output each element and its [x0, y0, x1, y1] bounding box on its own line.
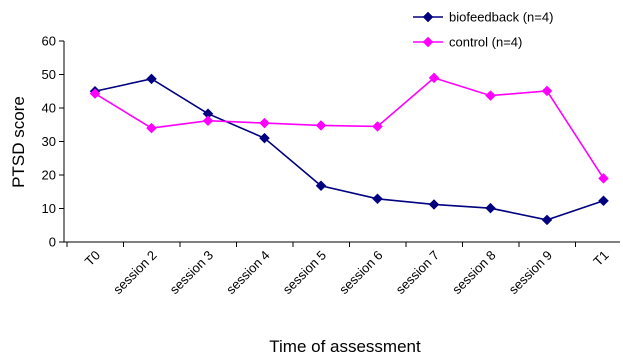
- series-1-point: [259, 132, 270, 144]
- x-tick-label: session 9: [506, 248, 555, 297]
- y-axis-title: PTSD score: [9, 96, 28, 188]
- x-tick-label: session 6: [336, 248, 385, 297]
- series-1-point: [598, 195, 609, 207]
- series-1-point: [372, 193, 383, 205]
- y-tick-label: 10: [42, 201, 56, 216]
- series-1-point: [428, 199, 440, 210]
- series-2-point: [485, 90, 496, 101]
- x-tick-label: T1: [590, 248, 611, 269]
- series-1-point: [315, 180, 327, 192]
- legend-marker-1: [422, 11, 434, 23]
- series-2-point: [89, 88, 101, 99]
- x-tick-label: session 7: [393, 248, 442, 297]
- x-tick-label: session 4: [223, 248, 272, 297]
- y-tick-label: 20: [42, 168, 56, 183]
- series-2-point: [598, 172, 609, 184]
- y-tick-label: 0: [49, 235, 56, 250]
- series-line-2: [94, 76, 605, 179]
- series-1-point: [146, 73, 157, 85]
- series-2-point: [428, 72, 440, 84]
- x-tick-label: T0: [82, 248, 103, 269]
- y-tick-label: 30: [42, 134, 56, 149]
- y-tick-label: 50: [42, 67, 56, 82]
- x-tick-label: session 2: [110, 248, 159, 297]
- series-2-point: [146, 122, 157, 134]
- series-1-point: [485, 202, 496, 214]
- series-2-point: [259, 117, 270, 129]
- x-axis-title: Time of assessment: [269, 337, 421, 356]
- series-2-point: [315, 120, 327, 131]
- legend-label-2: control (n=4): [449, 35, 522, 50]
- x-tick-label: session 3: [167, 248, 216, 297]
- legend-label-1: biofeedback (n=4): [449, 10, 553, 25]
- series-1-point: [541, 214, 553, 226]
- legend-marker-2: [422, 36, 434, 48]
- series-line-1: [94, 78, 604, 221]
- legend: biofeedback (n=4) control (n=4): [413, 10, 553, 50]
- y-tick-label: 40: [42, 101, 56, 116]
- series-2-point: [202, 115, 214, 127]
- x-tick-label: session 8: [449, 248, 498, 297]
- y-tick-label: 60: [42, 34, 56, 49]
- series-2-point: [372, 121, 383, 132]
- series-2-point: [541, 85, 553, 97]
- x-tick-label: session 5: [280, 248, 329, 297]
